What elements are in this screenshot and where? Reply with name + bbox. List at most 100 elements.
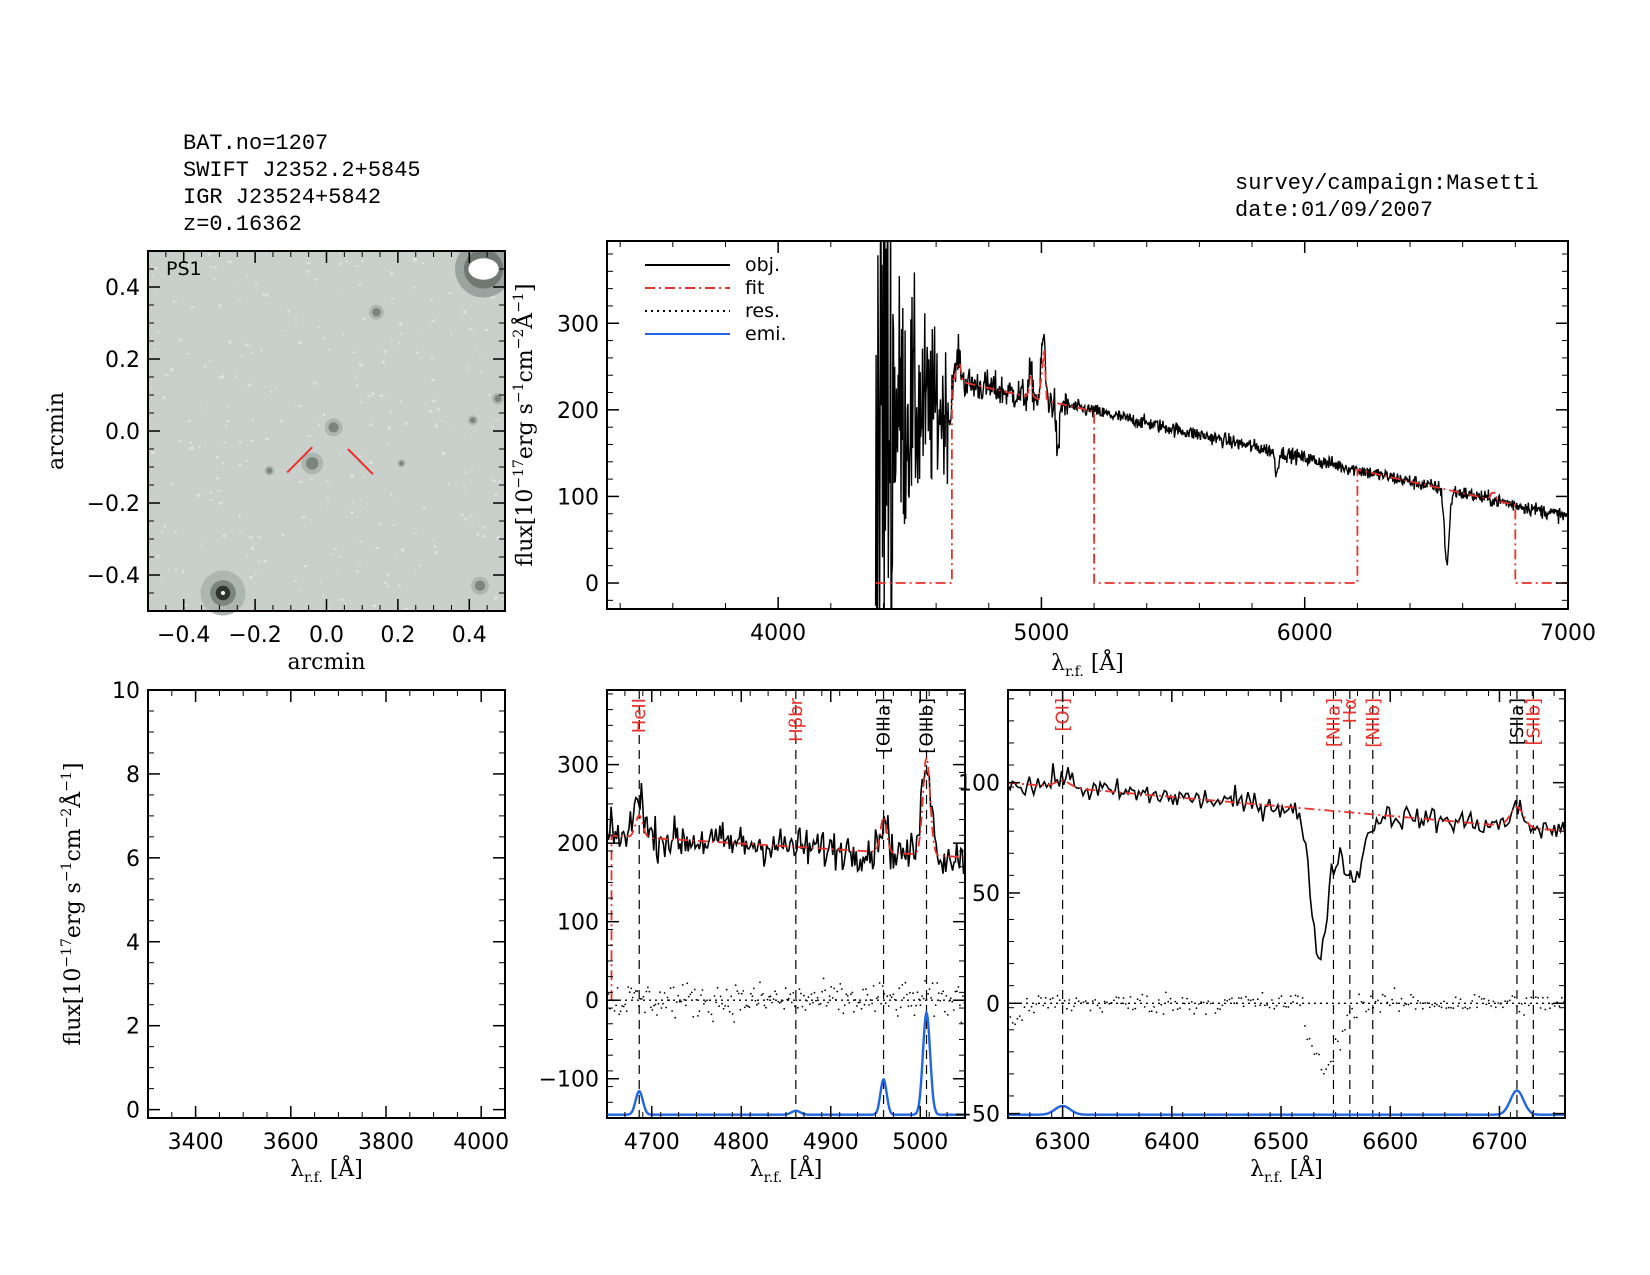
hbeta-residual-point	[846, 995, 849, 997]
image-speckle	[150, 386, 153, 388]
full-obj-spectrum	[874, 241, 1568, 609]
image-speckle	[383, 350, 387, 353]
halpha-residual-point	[1527, 1004, 1530, 1007]
hbeta-residual-point	[607, 1008, 608, 1011]
hbeta-emission-model	[607, 1009, 965, 1116]
hbeta-residual-point	[678, 1000, 681, 1003]
halpha-residual-point	[1150, 1010, 1153, 1013]
halpha-residual-point	[1341, 1030, 1344, 1032]
halpha-residual-point	[1115, 996, 1118, 998]
halpha-residual-point	[1120, 1002, 1122, 1005]
image-source	[474, 580, 486, 591]
image-speckle	[381, 360, 385, 364]
halpha-residual-point	[1426, 1002, 1429, 1004]
hbeta-residual-point	[906, 993, 908, 996]
image-speckle	[238, 441, 242, 444]
hbeta-residual-point	[657, 1002, 660, 1005]
hbeta-residual-point	[801, 1005, 804, 1008]
image-speckle	[482, 526, 486, 529]
hbeta-residual-point	[884, 1002, 887, 1005]
image-speckle	[395, 556, 397, 559]
hbeta-residual-point	[863, 1003, 866, 1006]
image-speckle	[494, 493, 498, 497]
image-speckle	[495, 419, 499, 421]
halpha-residual-point	[1186, 997, 1188, 1000]
halpha-residual-point	[1518, 1010, 1521, 1013]
image-source	[305, 457, 319, 470]
image-speckle	[390, 493, 393, 497]
halpha-residual-point	[1221, 1004, 1224, 1007]
hbeta-residual-point	[663, 992, 666, 994]
hbeta-residual-point	[618, 1013, 620, 1016]
halpha-residual-point	[1124, 1003, 1127, 1005]
hbeta-residual-point	[825, 1005, 828, 1007]
image-speckle	[342, 333, 345, 337]
image-source	[399, 461, 404, 466]
halpha-residual-point	[1198, 1003, 1200, 1005]
hbeta-residual-point	[645, 990, 648, 993]
hbeta-residual-point	[836, 990, 839, 993]
hbeta-residual-point	[930, 997, 932, 999]
image-speckle	[329, 553, 333, 556]
image-speckle	[496, 536, 500, 540]
image-speckle	[250, 547, 255, 550]
image-speckle	[227, 405, 230, 408]
halpha-residual-point	[1306, 1038, 1309, 1041]
hbeta-residual-point	[810, 993, 813, 995]
halpha-residual-point	[1525, 997, 1528, 999]
halpha-residual-point	[1042, 1004, 1045, 1007]
halpha-residual-point	[1459, 998, 1462, 1000]
image-speckle	[384, 581, 387, 584]
hbeta-residual-point	[769, 995, 772, 998]
hbeta-residual-point	[781, 999, 784, 1002]
hbeta-residual-point	[792, 992, 795, 994]
hbeta-residual-point	[739, 1008, 742, 1011]
halpha-residual-point	[1440, 1006, 1443, 1009]
image-speckle	[361, 476, 365, 478]
image-speckle	[250, 439, 254, 442]
halpha-residual-point	[1096, 1004, 1099, 1007]
halpha-residual-point	[1471, 1000, 1474, 1002]
image-speckle	[326, 496, 330, 499]
full-ytick-label: 100	[557, 485, 599, 510]
halpha-residual-point	[1502, 1006, 1504, 1009]
halpha-line-label-2: Hα	[1340, 698, 1361, 723]
halpha-residual-point	[1381, 993, 1384, 996]
halpha-residual-point	[1216, 1007, 1219, 1010]
halpha-residual-point	[1143, 1006, 1146, 1008]
hbeta-residual-point	[918, 998, 920, 1001]
halpha-residual-point	[1016, 1018, 1019, 1020]
halpha-residual-point	[1553, 1005, 1556, 1007]
halpha-residual-point	[1103, 1000, 1106, 1003]
halpha-residual-point	[1388, 1004, 1391, 1007]
halpha-ytick-label: 100	[958, 772, 1000, 797]
halpha-residual-point	[1339, 1049, 1342, 1051]
halpha-residual-point	[1443, 1000, 1445, 1003]
hbeta-residual-point	[633, 992, 636, 994]
image-speckle	[340, 599, 345, 601]
image-speckle	[226, 420, 230, 423]
image-speckle	[237, 298, 241, 300]
halpha-residual-point	[1245, 995, 1247, 998]
image-speckle	[412, 286, 416, 289]
image-xtick-label: 0.2	[380, 623, 415, 648]
halpha-residual-point	[1242, 1005, 1245, 1008]
image-ytick-label: −0.4	[87, 564, 140, 589]
hbeta-residual-point	[636, 990, 639, 993]
hbeta-residual-point	[924, 980, 926, 982]
hbeta-fit	[610, 756, 965, 1001]
halpha-residual-point	[1077, 1000, 1080, 1003]
image-speckle	[460, 513, 464, 517]
image-speckle	[322, 594, 324, 597]
image-speckle	[371, 392, 374, 396]
image-speckle	[165, 374, 169, 376]
halpha-residual-point	[1030, 1005, 1033, 1008]
image-speckle	[248, 536, 253, 539]
image-speckle	[404, 607, 408, 610]
image-speckle	[415, 351, 419, 354]
legend-label-3: emi.	[745, 323, 787, 345]
halpha-xtick-label: 6300	[1035, 1130, 1091, 1155]
hbeta-residual-point	[747, 1005, 749, 1007]
halpha-residual-point	[1040, 997, 1042, 999]
hbeta-residual-point	[737, 992, 740, 995]
